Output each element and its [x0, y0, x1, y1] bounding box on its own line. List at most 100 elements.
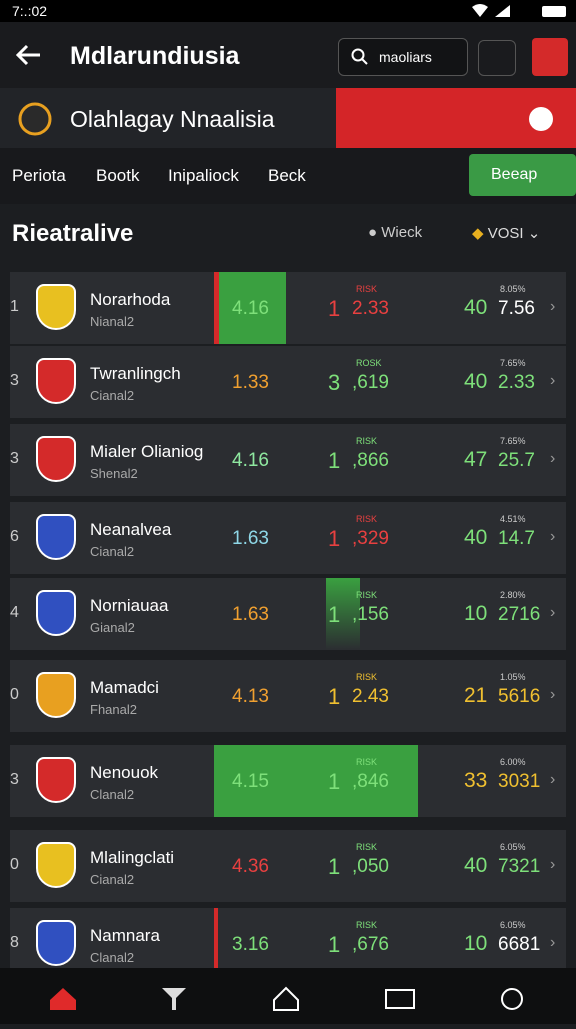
pct-tag: 6.00%	[500, 757, 526, 767]
count-1: 1	[328, 602, 341, 627]
team-name: Norarhoda	[90, 290, 171, 309]
odds-1: 1.33	[232, 372, 269, 393]
nav-settings[interactable]	[501, 988, 523, 1010]
risk-tag: RISK	[356, 514, 378, 524]
match-row[interactable]: 6 Neanalvea Cianal2 1.63 1 RISK ,329 40 4.51% 14.…	[10, 502, 566, 574]
filter-vosi[interactable]: ◆ VOSI ⌄	[472, 225, 541, 242]
odds-2: ,619	[352, 372, 389, 393]
team-name: Norniauaa	[90, 596, 169, 615]
pct-tag: 1.05%	[500, 672, 526, 682]
banner-logo	[18, 102, 52, 136]
count-2: 40	[464, 296, 488, 319]
nav-home2[interactable]	[273, 986, 299, 1011]
back-button[interactable]	[14, 42, 44, 68]
status-time: 7:.:02	[12, 3, 48, 19]
pct-tag: 4.51%	[500, 514, 526, 524]
team-logo	[36, 514, 76, 560]
chevron: ›	[550, 856, 556, 873]
odds-2: ,846	[352, 771, 389, 792]
team-name: Mialer Olianiog	[90, 442, 204, 461]
count-1: 1	[328, 448, 341, 473]
banner-icon[interactable]	[528, 106, 554, 132]
team-sub: Gianal2	[90, 620, 135, 635]
odds-1: 4.15	[232, 771, 269, 792]
search-text: maoliars	[379, 49, 432, 65]
team-logo	[36, 436, 76, 482]
filter-week[interactable]: ● Wieck	[368, 224, 423, 241]
match-row[interactable]: 0 Mamadci Fhanal2 4.13 1 RISK 2.43 21 1.05% 5616 ›	[10, 660, 566, 732]
search-box[interactable]: maoliars	[338, 38, 468, 76]
risk-tag: RISK	[356, 284, 378, 294]
odds-2: 2.43	[352, 686, 389, 707]
tab[interactable]: Periota	[12, 166, 66, 185]
odds-3: 5616	[498, 686, 541, 707]
match-row[interactable]: 8 Namnara Clanal2 3.16 1 RISK ,676 10 6.05% 6681 ›	[10, 908, 566, 968]
rank: 0	[10, 686, 19, 703]
filter-week-text: Wieck	[381, 224, 423, 241]
odds-1: 4.36	[232, 856, 269, 877]
team-name: Namnara	[90, 926, 160, 945]
nav-filter[interactable]	[162, 988, 186, 1010]
rank: 3	[10, 771, 19, 788]
tab[interactable]: Bootk	[96, 166, 140, 185]
rank: 3	[10, 372, 19, 389]
pct-tag: 7.65%	[500, 436, 526, 446]
odds-3: 2716	[498, 604, 541, 625]
odds-2: ,156	[352, 604, 389, 625]
odds-3: 14.7	[498, 528, 535, 549]
match-row[interactable]: 3 Mialer Olianiog Shenal2 4.16 1 RISK ,866 47 7.…	[10, 424, 566, 496]
team-sub: Clanal2	[90, 787, 135, 802]
chevron: ›	[550, 450, 556, 467]
count-2: 40	[464, 370, 488, 393]
odds-1: 3.16	[232, 934, 269, 955]
match-row[interactable]: 0 Mlalingclati Cianal2 4.36 1 RISK ,050 40 6.05%…	[10, 830, 566, 902]
tab[interactable]: Inipaliock	[168, 166, 239, 185]
team-sub: Fhanal2	[90, 702, 137, 717]
count-1: 1	[328, 684, 341, 709]
odds-2: ,676	[352, 934, 389, 955]
count-1: 3	[328, 370, 341, 395]
odds-2: ,866	[352, 450, 389, 471]
match-row[interactable]: 1 Norarhoda Nianal2 4.16 1 RISK 2.33 40 8.05% 7.5…	[10, 272, 566, 344]
team-sub: Cianal2	[90, 872, 135, 887]
tab-button[interactable]: Beeap	[469, 154, 576, 196]
highlight	[326, 578, 360, 650]
chevron: ›	[550, 771, 556, 788]
chevron: ›	[550, 686, 556, 703]
status-icons	[472, 4, 566, 17]
team-logo	[36, 590, 76, 636]
nav-mail[interactable]	[385, 989, 415, 1009]
team-logo	[36, 672, 76, 718]
count-2: 10	[464, 602, 488, 625]
nav-home[interactable]	[50, 988, 76, 1010]
match-row[interactable]: 4 Norniauaa Gianal2 1.63 1 RISK ,156 10 2.80% 271…	[10, 578, 566, 650]
team-logo	[36, 920, 76, 966]
pct-tag: 6.05%	[500, 842, 526, 852]
rank: 3	[10, 450, 19, 467]
odds-1: 4.16	[232, 450, 269, 471]
chevron: ›	[550, 934, 556, 951]
chevron: ›	[550, 528, 556, 545]
odds-3: 6681	[498, 934, 541, 955]
mail-button[interactable]	[478, 40, 516, 76]
tab[interactable]: Beck	[268, 166, 306, 185]
match-row[interactable]: 3 Twranlingch Cianal2 1.33 3 ROSK ,619 40 7.65% 2…	[10, 346, 566, 418]
odds-3: 7321	[498, 856, 541, 877]
count-2: 10	[464, 932, 488, 955]
team-sub: Clanal2	[90, 950, 135, 965]
chevron: ›	[550, 372, 556, 389]
rank: 6	[10, 528, 19, 545]
risk-tag: RISK	[356, 842, 378, 852]
odds-1: 1.63	[232, 604, 269, 625]
pct-tag: 8.05%	[500, 284, 526, 294]
team-name: Nenouok	[90, 763, 159, 782]
team-name: Mlalingclati	[90, 848, 175, 867]
chevron: ›	[550, 298, 556, 315]
profile-button[interactable]	[532, 38, 568, 76]
count-1: 1	[328, 526, 341, 551]
match-row[interactable]: 3 Nenouok Clanal2 4.15 1 RISK ,846 33 6.00% 3031 ›	[10, 745, 566, 817]
tab-bar: Beeap Periota Bootk Inipaliock Beck	[0, 148, 576, 204]
odds-1: 4.13	[232, 686, 269, 707]
search-icon	[351, 48, 368, 65]
